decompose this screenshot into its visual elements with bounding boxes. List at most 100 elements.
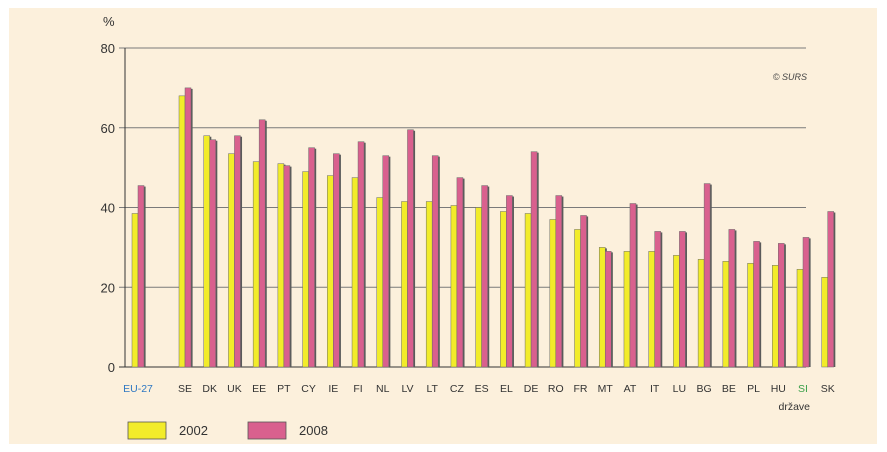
bar: [277, 163, 285, 368]
bar-de-2008: [530, 151, 539, 368]
y-tick-label: 80: [101, 41, 115, 56]
bar: [629, 203, 637, 368]
legend-label-2008: 2008: [299, 423, 328, 438]
bar: [450, 205, 458, 368]
bar: [131, 213, 139, 368]
bar: [228, 153, 235, 368]
bar-bg-2008: [703, 183, 712, 368]
y-tick-label: 20: [101, 280, 115, 295]
x-tick-label: IE: [328, 383, 338, 395]
y-tick-label: 40: [101, 201, 115, 216]
bar-dk-2008: [209, 139, 218, 368]
bar-at-2008: [629, 203, 638, 368]
bar: [506, 195, 513, 368]
bar: [827, 211, 834, 368]
bar-el-2008: [506, 195, 514, 368]
bar: [178, 95, 186, 368]
x-tick-label: DK: [202, 383, 217, 395]
bar: [327, 175, 334, 368]
bar: [648, 251, 655, 368]
bar-lv-2008: [407, 129, 416, 368]
x-tick-label: NL: [376, 383, 390, 395]
bar: [697, 259, 705, 368]
x-tick-label: SE: [178, 383, 192, 395]
x-tick-label: FR: [574, 383, 588, 395]
bar-pt-2008: [283, 165, 292, 368]
bar-nl-2008: [382, 155, 391, 368]
bar-eu-27-2008: [137, 185, 146, 368]
bar: [184, 87, 192, 368]
bar: [431, 155, 439, 368]
legend: 2002 2008: [127, 421, 328, 440]
x-tick-label: HU: [771, 383, 786, 395]
x-tick-label: EL: [500, 383, 513, 395]
bar-cz-2008: [456, 177, 465, 368]
bar: [778, 243, 785, 368]
bar: [530, 151, 538, 368]
bar: [703, 183, 711, 368]
bar-mt-2008: [604, 251, 613, 368]
y-tick-label: 0: [108, 360, 115, 375]
bar-lt-2008: [431, 155, 440, 368]
bar: [407, 129, 414, 368]
bar-it-2008: [654, 231, 663, 368]
x-tick-label: LT: [426, 383, 438, 395]
bar-es-2008: [481, 185, 490, 368]
x-category-labels: EU-27 SE DK UK EE PT CY IE FI NL LV LT CZ ES EL DE RO FR M…: [123, 383, 835, 395]
bar: [351, 177, 359, 368]
legend-label-2002: 2002: [179, 423, 208, 438]
bar: [481, 185, 488, 368]
bar-si-2008: [802, 237, 811, 368]
bar: [203, 135, 210, 368]
bar: [252, 161, 260, 368]
bar: [574, 229, 581, 368]
y-axis-label: %: [103, 14, 115, 29]
x-tick-label: LU: [673, 383, 686, 395]
bar-hu-2008: [778, 243, 786, 368]
bar-pl-2008: [753, 241, 762, 368]
x-tick-label: FI: [353, 383, 362, 395]
x-tick-label: AT: [624, 383, 637, 395]
x-tick-label: BE: [722, 383, 736, 395]
bar: [308, 147, 315, 368]
x-tick-label: RO: [548, 383, 564, 395]
bar: [722, 261, 730, 368]
bar-lu-2008: [679, 231, 687, 368]
bar: [209, 139, 216, 368]
bar: [549, 219, 557, 368]
bar: [456, 177, 464, 368]
bar: [598, 247, 606, 368]
bar-ro-2008: [555, 195, 564, 368]
bar-fr-2008: [580, 215, 589, 368]
bar: [679, 231, 686, 368]
bar-be-2008: [728, 229, 737, 368]
bar: [821, 277, 828, 368]
x-tick-label: UK: [227, 383, 242, 395]
bar: [580, 215, 587, 368]
bar: [753, 241, 760, 368]
bar-ee-2008: [258, 119, 267, 368]
x-tick-label: ES: [475, 383, 489, 395]
x-tick-label: BG: [697, 383, 712, 395]
bar: [772, 265, 779, 368]
bar: [376, 197, 384, 368]
x-tick-label: SI: [798, 383, 808, 395]
y-tick-labels: 0 20 40 60 80: [101, 41, 115, 375]
bar: [555, 195, 563, 368]
source-credit: © SURS: [773, 72, 807, 82]
bar: [654, 231, 661, 368]
bar: [234, 135, 241, 368]
bar: [524, 213, 532, 368]
x-tick-label: DE: [524, 383, 539, 395]
x-tick-label: LV: [401, 383, 413, 395]
x-tick-label: CY: [301, 383, 316, 395]
bar-se-2008: [184, 87, 193, 368]
x-tick-label: CZ: [450, 383, 465, 395]
bar: [283, 165, 291, 368]
x-tick-label: EE: [252, 383, 266, 395]
bar: [425, 201, 433, 368]
x-tick-label: PT: [277, 383, 291, 395]
x-tick-label: SK: [821, 383, 835, 395]
bar-ie-2008: [333, 153, 341, 368]
